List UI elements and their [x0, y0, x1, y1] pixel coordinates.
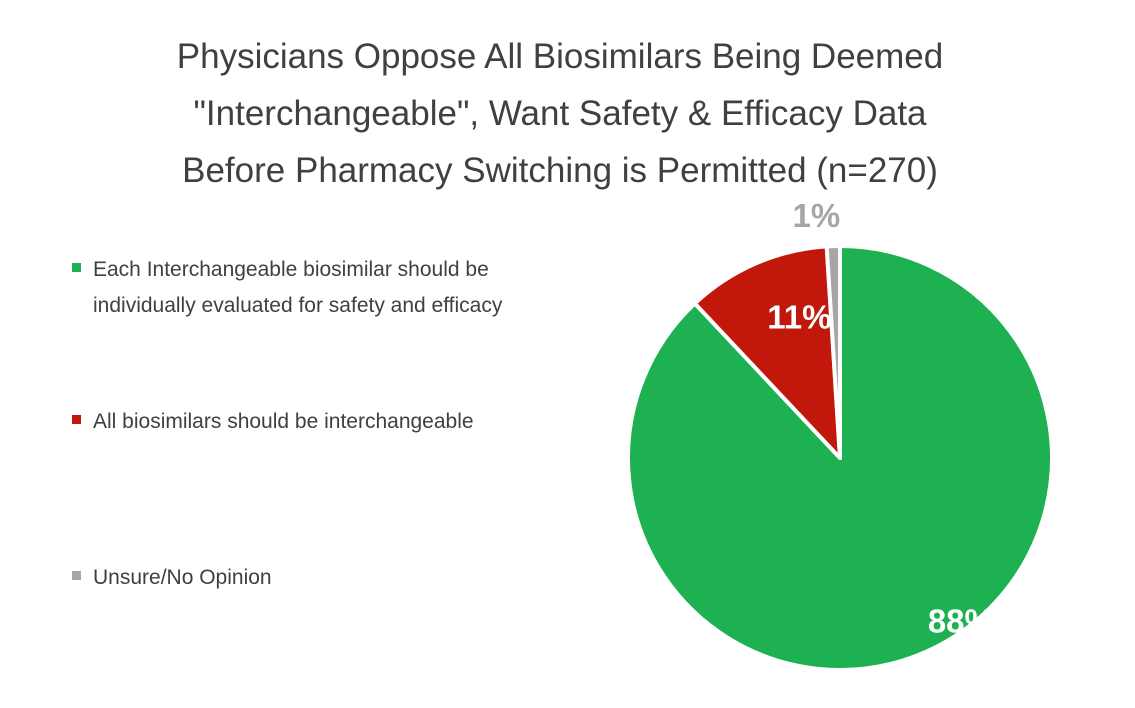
chart-title-line-3: Before Pharmacy Switching is Permitted (… [182, 151, 938, 190]
pie-slice-evaluated [626, 244, 1054, 672]
legend-swatch-red [72, 415, 81, 424]
legend-item-all-interchangeable: All biosimilars should be interchangeabl… [72, 404, 563, 440]
legend-swatch-gray [72, 571, 81, 580]
legend-label: All biosimilars should be interchangeabl… [93, 410, 474, 433]
data-label-11: 11% [767, 299, 831, 336]
legend-label: Unsure/No Opinion [93, 566, 272, 589]
chart-title-line-2: "Interchangeable", Want Safety & Efficac… [193, 94, 927, 133]
chart-title-line-1: Physicians Oppose All Biosimilars Being … [176, 37, 944, 76]
data-label-1: 1% [793, 197, 841, 234]
pie-slice-all-interchangeable [692, 244, 842, 460]
legend-swatch-green [72, 263, 81, 272]
legend-item-unsure: Unsure/No Opinion [72, 560, 563, 596]
chart-title: Physicians Oppose All Biosimilars Being … [60, 28, 1060, 199]
legend-item-interchangeable-evaluated: Each Interchangeable biosimilar should b… [72, 252, 563, 324]
data-label-88: 88% [928, 602, 994, 639]
pie-slice-unsure [824, 244, 842, 460]
legend-label: Each Interchangeable biosimilar should b… [93, 258, 503, 317]
